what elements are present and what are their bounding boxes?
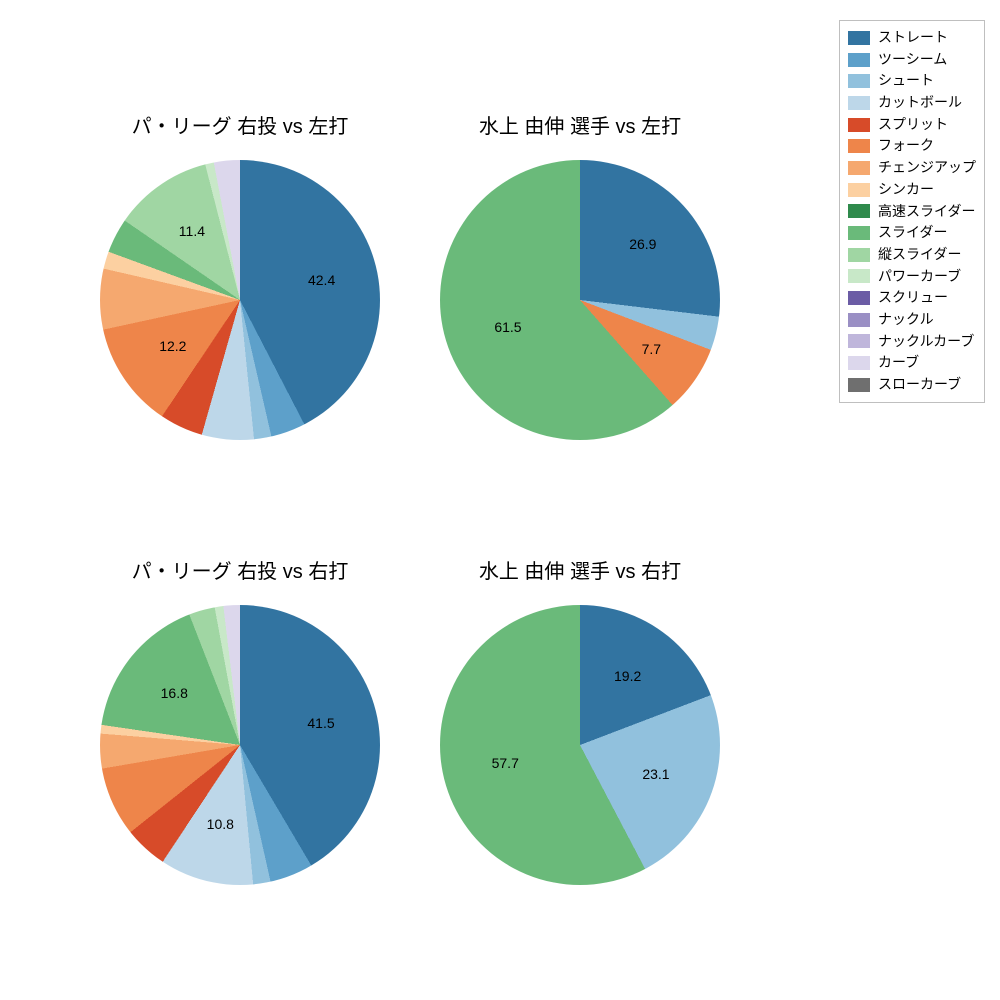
legend-swatch [848,31,870,45]
legend-item: シンカー [848,179,976,201]
legend-swatch [848,183,870,197]
legend-item: ナックル [848,309,976,331]
legend-label: ストレート [878,27,948,49]
legend-swatch [848,269,870,283]
legend-swatch [848,226,870,240]
pie-chart: 42.4 12.2 11.4 [100,160,380,440]
legend-item: スローカーブ [848,374,976,396]
legend-swatch [848,53,870,67]
legend-item: ナックルカーブ [848,331,976,353]
legend-swatch [848,291,870,305]
legend-item: フォーク [848,135,976,157]
slice-label: 23.1 [642,766,669,782]
chart-stage: パ・リーグ 右投 vs 左打 42.4 12.2 11.4 水上 由伸 選手 vs 左打… [0,0,1000,1000]
legend-label: 縦スライダー [878,244,961,266]
slice-label: 42.4 [308,272,335,288]
slice-label: 7.7 [642,341,661,357]
legend-item: シュート [848,70,976,92]
pie-chart: 19.2 23.1 57.7 [440,605,720,885]
slice-label: 16.8 [161,685,188,701]
legend-label: スライダー [878,222,947,244]
chart-title: パ・リーグ 右投 vs 右打 [90,555,390,584]
slice-label: 19.2 [614,668,641,684]
slice-label: 11.4 [179,223,205,239]
pie [440,605,720,885]
legend-item: スクリュー [848,287,976,309]
legend-item: チェンジアップ [848,157,976,179]
legend-swatch [848,248,870,262]
legend-swatch [848,313,870,327]
legend: ストレートツーシームシュートカットボールスプリットフォークチェンジアップシンカー… [839,20,985,403]
legend-swatch [848,356,870,370]
pie-chart: 26.9 7.7 61.5 [440,160,720,440]
legend-item: ツーシーム [848,49,976,71]
legend-label: フォーク [878,135,934,157]
legend-swatch [848,204,870,218]
legend-item: カーブ [848,352,976,374]
pie [440,160,720,440]
chart-title: 水上 由伸 選手 vs 左打 [430,110,730,139]
pie [100,605,380,885]
legend-item: パワーカーブ [848,266,976,288]
legend-swatch [848,161,870,175]
legend-swatch [848,378,870,392]
legend-label: パワーカーブ [878,266,961,288]
legend-label: ナックルカーブ [878,331,974,353]
pie [100,160,380,440]
legend-swatch [848,118,870,132]
slice-label: 61.5 [494,319,521,335]
legend-label: ナックル [878,309,934,331]
slice-label: 41.5 [307,715,334,731]
legend-label: スプリット [878,114,948,136]
legend-label: スローカーブ [878,374,961,396]
legend-label: シンカー [878,179,934,201]
legend-item: カットボール [848,92,976,114]
legend-item: スライダー [848,222,976,244]
chart-title: パ・リーグ 右投 vs 左打 [90,110,390,139]
slice-label: 12.2 [159,338,186,354]
legend-label: スクリュー [878,287,948,309]
legend-item: ストレート [848,27,976,49]
slice-label: 57.7 [492,755,519,771]
legend-swatch [848,334,870,348]
legend-swatch [848,74,870,88]
chart-title: 水上 由伸 選手 vs 右打 [430,555,730,584]
legend-item: スプリット [848,114,976,136]
legend-label: ツーシーム [878,49,947,71]
legend-label: チェンジアップ [878,157,976,179]
pie-chart: 41.5 10.8 16.8 [100,605,380,885]
legend-swatch [848,96,870,110]
legend-label: カーブ [878,352,919,374]
legend-swatch [848,139,870,153]
legend-item: 高速スライダー [848,201,976,223]
slice-label: 26.9 [629,236,656,252]
legend-item: 縦スライダー [848,244,976,266]
legend-label: シュート [878,70,934,92]
slice-label: 10.8 [207,816,234,832]
legend-label: 高速スライダー [878,201,975,223]
legend-label: カットボール [878,92,962,114]
